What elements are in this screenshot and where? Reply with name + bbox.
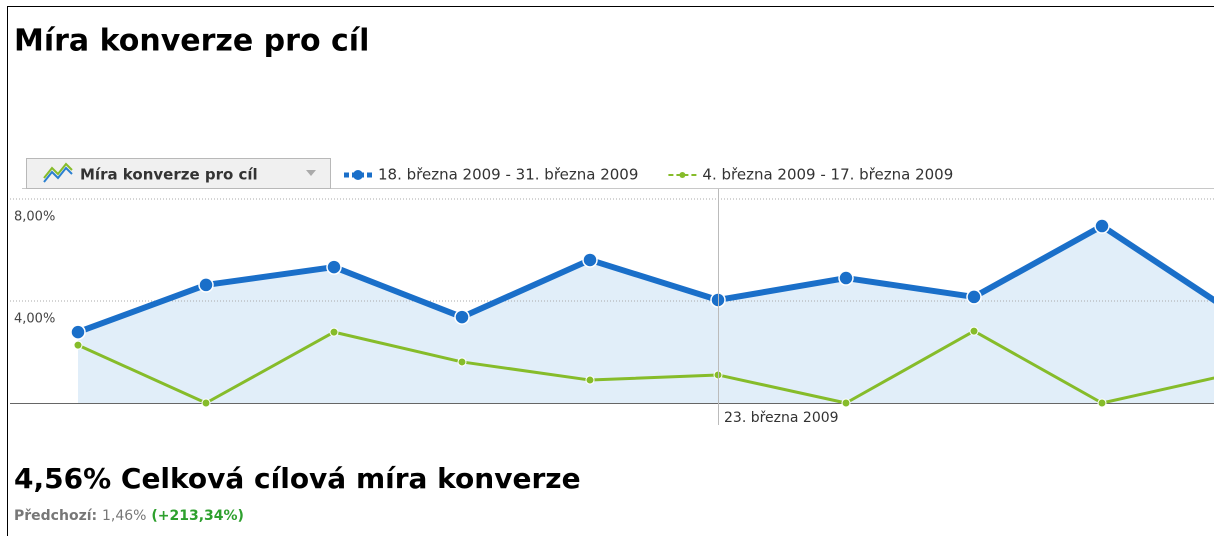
summary: 4,56% Celková cílová míra konverze (14, 462, 581, 495)
point (582, 252, 598, 268)
point (201, 398, 211, 408)
point (70, 324, 86, 340)
summary-value: 4,56% (14, 462, 111, 495)
y-tick-label: 8,00% (14, 210, 55, 225)
legend-label: 4. března 2009 - 17. března 2009 (702, 166, 953, 184)
change: (+213,34%) (151, 508, 244, 524)
y-tick-label: 4,00% (14, 312, 55, 327)
legend-label: 18. března 2009 - 31. března 2009 (378, 166, 638, 184)
summary-label: Celková cílová míra konverze (121, 462, 581, 495)
series-line (76, 223, 1214, 335)
point (841, 398, 851, 408)
metric-selector[interactable] (26, 158, 331, 189)
point (1097, 398, 1107, 408)
legend-dot (353, 170, 363, 180)
point (198, 277, 214, 293)
point (329, 327, 339, 337)
point (838, 270, 854, 286)
previous: Předchozí: 1,46% (+213,34%) (14, 508, 244, 524)
selector-icon (43, 162, 73, 179)
point (969, 326, 979, 336)
page-title: Míra konverze pro cíl (14, 24, 369, 59)
point (454, 309, 470, 325)
area (78, 226, 1214, 403)
previous-value: 1,46% (102, 508, 146, 524)
selector-label: Míra konverze pro cíl (80, 166, 258, 184)
point (585, 375, 595, 385)
previous-label: Předchozí: (14, 508, 97, 524)
series-line (77, 329, 1214, 405)
selector-icon (43, 166, 73, 183)
point (457, 357, 467, 367)
dropdown-arrow (306, 170, 316, 176)
legend-dot (679, 172, 686, 178)
point (73, 340, 83, 350)
point (966, 289, 982, 305)
x-tick-label: 23. března 2009 (724, 410, 839, 426)
point (1094, 218, 1110, 234)
point (326, 259, 342, 275)
